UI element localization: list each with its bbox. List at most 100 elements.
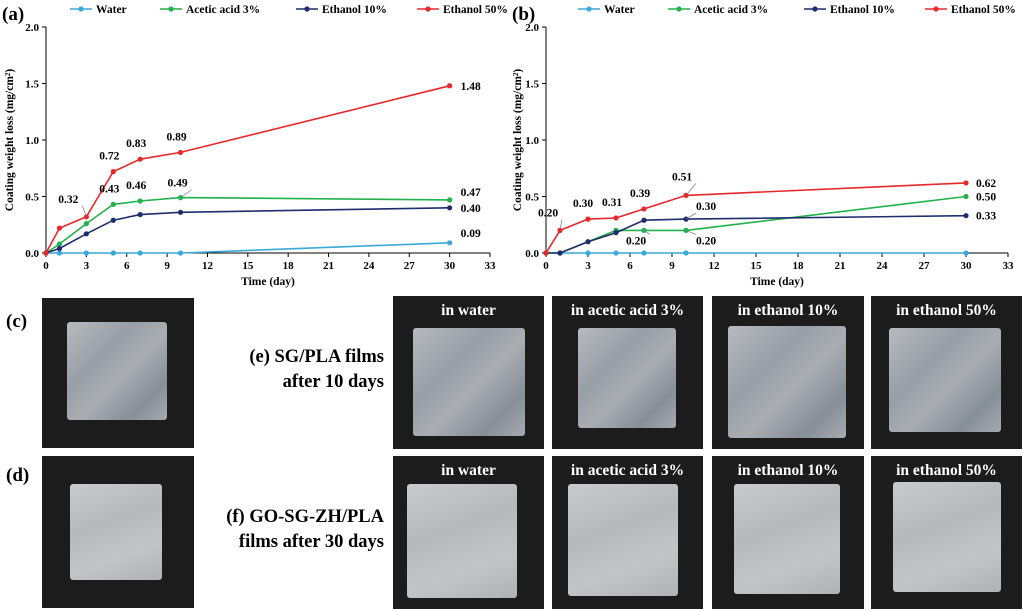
x-tick-label-1: 3: [585, 260, 591, 272]
photo-e-acetic: in acetic acid 3%: [552, 296, 703, 449]
data-label-7: 0.20: [696, 235, 716, 247]
data-label-6: 0.20: [626, 235, 646, 247]
legend-label-2: Ethanol 10%: [830, 4, 895, 16]
y-tick-label-2: 1.0: [525, 135, 539, 147]
legend-marker-3: [425, 6, 431, 12]
data-label-5: 0.30: [696, 201, 716, 213]
panel-label-d: (d): [6, 465, 30, 486]
x-tick-label-9: 27: [404, 260, 416, 272]
legend-marker-3: [933, 6, 939, 12]
data-label-4: 0.51: [672, 171, 692, 183]
series-line-3: [45, 85, 450, 254]
series-line-2: [45, 207, 450, 254]
data-label-2: 0.43: [99, 183, 119, 195]
data-point-3-3: [110, 169, 116, 175]
data-point-2-1: [56, 245, 63, 252]
y-axis-label: Coating weight loss (mg/cm²): [512, 69, 524, 212]
data-point-2-3: [613, 230, 619, 236]
data-point-3-3: [613, 215, 619, 221]
x-tick-label-6: 18: [793, 260, 805, 272]
data-point-2-4: [641, 217, 647, 223]
caption-f-water: in water: [441, 462, 496, 479]
caption-f-ethanol50: in ethanol 50%: [896, 462, 997, 479]
x-tick-label-8: 24: [363, 260, 375, 272]
x-tick-label-9: 27: [919, 260, 931, 272]
label-f: (f) GO-SG-ZH/PLA films after 30 days: [196, 505, 384, 555]
data-point-1-6: [963, 193, 969, 200]
x-tick-label-11: 33: [1003, 260, 1015, 272]
film-d: [70, 484, 162, 580]
caption-f-acetic: in acetic acid 3%: [570, 462, 685, 479]
photo-f-ethanol10: in ethanol 10%: [712, 456, 864, 609]
data-label-2: 0.31: [602, 197, 622, 209]
data-point-2-5: [177, 209, 184, 215]
data-point-1-5: [177, 195, 184, 201]
data-point-2-2: [83, 231, 89, 237]
label-e-line2: after 10 days: [282, 372, 384, 392]
data-point-3-6: [963, 180, 969, 186]
film-e-water: [413, 328, 525, 436]
data-point-0-5: [683, 250, 689, 256]
data-point-1-1: [56, 241, 63, 247]
caption-e-ethanol10: in ethanol 10%: [737, 302, 839, 319]
data-label-0: 0.20: [538, 207, 558, 219]
data-label-7: 1.48: [461, 81, 481, 93]
y-tick-label-4: 2.0: [25, 22, 39, 34]
series-line-0: [46, 242, 450, 254]
legend-marker-0: [78, 6, 84, 12]
data-point-0-4: [137, 250, 143, 256]
photo-e-ethanol50: in ethanol 50%: [871, 296, 1022, 449]
x-tick-label-2: 6: [124, 260, 130, 272]
y-tick-label-0: 0.0: [525, 248, 539, 260]
x-axis-label: Time (day): [750, 276, 804, 288]
photo-d-film: [42, 456, 194, 608]
legend-marker-1: [676, 6, 682, 12]
legend-label-3: Ethanol 50%: [443, 4, 508, 16]
y-axis-label: Coating weight loss (mg/cm²): [4, 69, 16, 212]
data-point-0-3: [613, 250, 619, 256]
data-label-1: 0.72: [99, 151, 119, 163]
y-tick-label-3: 1.5: [525, 79, 539, 91]
legend-marker-0: [586, 6, 592, 12]
panel-label-c: (c): [6, 311, 28, 332]
y-tick-label-2: 1.0: [25, 135, 39, 147]
x-tick-label-7: 21: [835, 260, 846, 272]
y-tick-label-1: 0.5: [525, 192, 539, 204]
data-point-2-1: [557, 250, 563, 256]
data-label-leader-6: [180, 189, 192, 198]
photo-f-water: in water: [393, 456, 544, 609]
panel-label: (a): [2, 4, 24, 25]
x-tick-label-0: 0: [543, 260, 549, 272]
x-tick-label-1: 3: [84, 260, 90, 272]
caption-e-water: in water: [441, 302, 496, 319]
legend-label-1: Acetic acid 3%: [186, 4, 260, 16]
data-point-3-4: [137, 156, 143, 162]
data-point-1-4: [137, 198, 143, 204]
legend-marker-2: [304, 6, 310, 12]
data-label-8: 0.47: [461, 187, 481, 199]
x-tick-label-6: 18: [283, 260, 295, 272]
film-f-ethanol50: [893, 482, 1001, 592]
data-point-0-1: [56, 250, 63, 256]
x-tick-label-10: 30: [961, 260, 973, 272]
data-point-3-1: [56, 225, 63, 231]
label-e: (e) SG/PLA films after 10 days: [198, 345, 384, 395]
x-tick-label-7: 21: [323, 260, 334, 272]
chart-a: (a) Water Acetic acid 3% Ethanol 10% Ethanol…: [2, 4, 508, 288]
data-point-2-4: [137, 211, 143, 218]
y-tick-label-0: 0.0: [25, 248, 39, 260]
data-label-leader-0: [82, 205, 87, 217]
x-tick-label-3: 9: [669, 260, 675, 272]
film-e-acetic: [578, 328, 676, 428]
x-tick-label-5: 15: [242, 260, 254, 272]
data-label-3: 0.83: [126, 138, 146, 150]
photo-c-film: [42, 298, 194, 448]
film-f-ethanol10: [734, 484, 840, 594]
x-tick-label-10: 30: [444, 260, 456, 272]
label-f-line1: (f) GO-SG-ZH/PLA: [226, 507, 384, 527]
data-label-1: 0.30: [573, 198, 593, 210]
legend-label-0: Water: [96, 4, 127, 16]
legend-label-2: Ethanol 10%: [322, 4, 387, 16]
data-point-3-2: [585, 216, 591, 222]
data-point-1-6: [447, 197, 453, 203]
